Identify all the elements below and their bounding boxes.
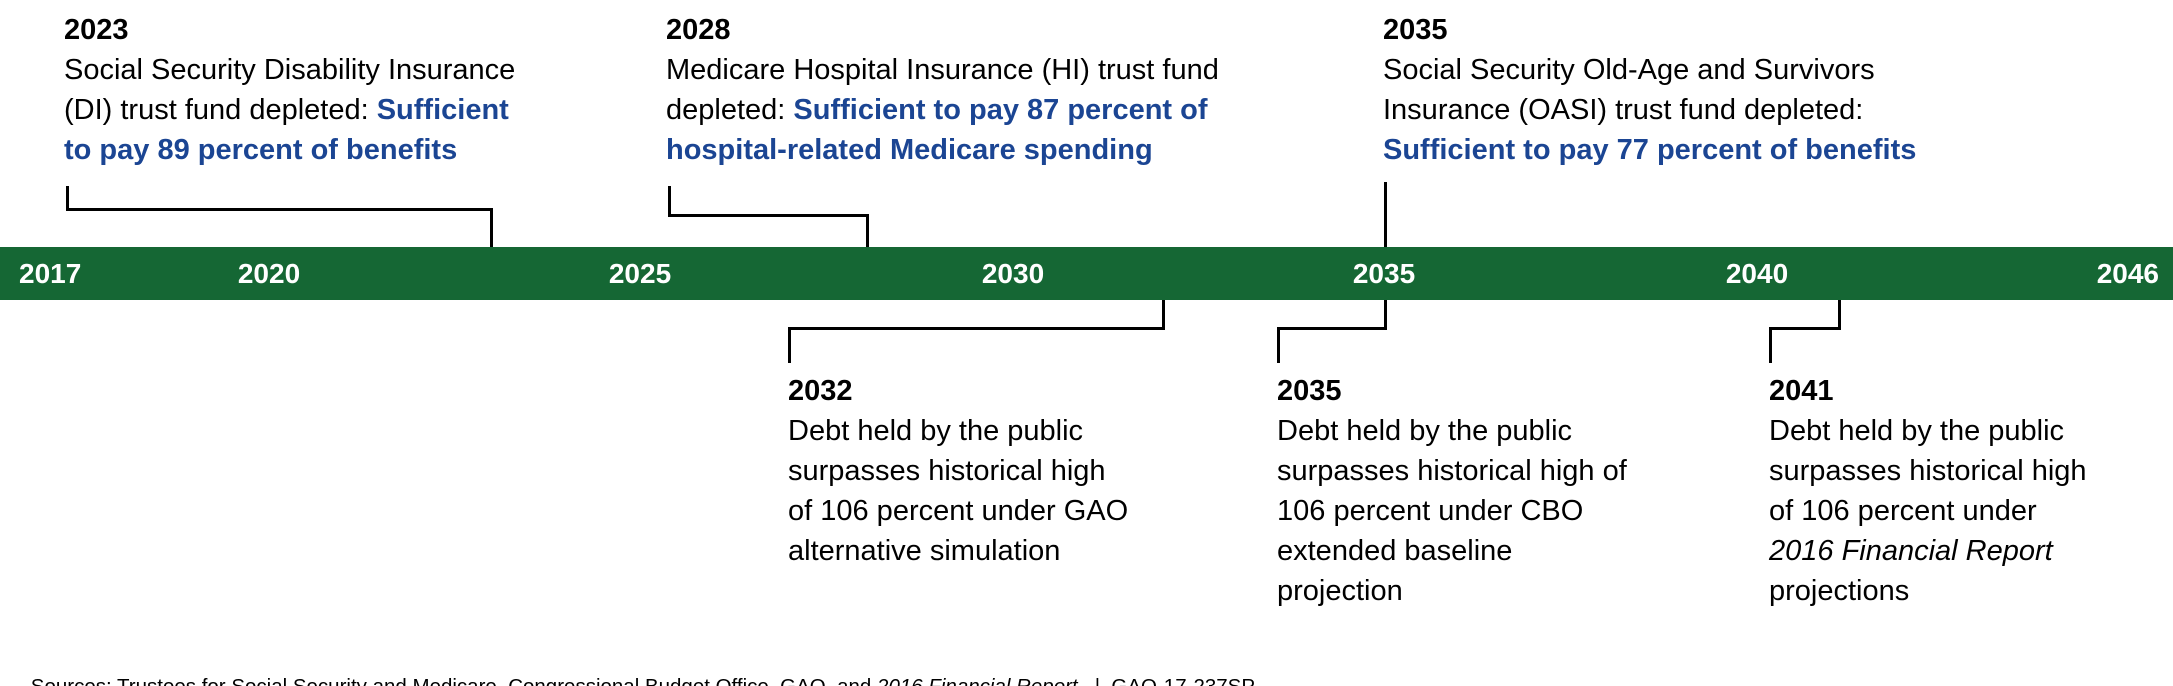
event-text-segment: Debt held by the public	[1277, 415, 1573, 447]
event-2023-di-trust-fund: 2023 Social Security Disability Insurance…	[64, 10, 515, 170]
event-text-segment: Sufficient to pay 77 percent of benefits	[1383, 134, 1917, 166]
event-text-line: 106 percent under CBO	[1277, 491, 1627, 531]
year-label-2035: 2035	[1352, 257, 1416, 289]
event-text-line: of 106 percent under GAO	[788, 491, 1128, 531]
event-2032-debt-gao-simulation: 2032 Debt held by the public surpasses his…	[788, 371, 1128, 571]
year-label-2017: 2017	[19, 257, 82, 289]
event-text-line: Social Security Old-Age and Survivors	[1383, 50, 1916, 90]
event-text-segment: extended baseline	[1277, 535, 1513, 567]
event-text-line: Medicare Hospital Insurance (HI) trust f…	[666, 50, 1219, 90]
event-text-line: Debt held by the public	[788, 411, 1128, 451]
event-text-segment: 106 percent under CBO	[1277, 495, 1584, 527]
event-text-line: 2016 Financial Report	[1769, 531, 2087, 571]
event-text-segment: of 106 percent under	[1769, 495, 2037, 527]
event-text-line: extended baseline	[1277, 531, 1627, 571]
event-text-line: to pay 89 percent of benefits	[64, 130, 515, 170]
year-label-2030: 2030	[981, 257, 1045, 289]
event-text-segment: Insurance (OASI) trust fund depleted:	[1383, 94, 1864, 126]
sources-report-title: 2016 Financial Report.	[877, 675, 1083, 686]
event-text-segment: projections	[1769, 575, 1910, 607]
event-text-line: (DI) trust fund depleted: Sufficient	[64, 90, 515, 130]
event-text-segment: surpasses historical high	[1769, 455, 2087, 487]
connector-2035-debt-cbo-projection-seg2	[1277, 327, 1387, 330]
connector-2028-medicare-hi-trust-fund-seg3	[866, 214, 869, 247]
event-2035-oasi-trust-fund: 2035 Social Security Old-Age and Survivor…	[1383, 10, 1916, 170]
event-text-segment: depleted:	[666, 94, 794, 126]
event-text-line: projection	[1277, 571, 1627, 611]
year-label-2025: 2025	[608, 257, 672, 289]
event-text-segment: 2016 Financial Report	[1769, 535, 2053, 567]
event-year-2041-debt-financial-report: 2041	[1769, 375, 1834, 407]
event-text-segment: surpasses historical high of	[1277, 455, 1627, 487]
event-text-line: depleted: Sufficient to pay 87 percent o…	[666, 90, 1219, 130]
connector-2028-medicare-hi-trust-fund-seg1	[668, 186, 671, 217]
event-text-segment: Debt held by the public	[1769, 415, 2065, 447]
event-text-segment: to pay 89 percent of benefits	[64, 134, 458, 166]
event-text-segment: (DI) trust fund depleted:	[64, 94, 377, 126]
event-text-segment: Social Security Disability Insurance	[64, 54, 516, 86]
event-year-2035-oasi-trust-fund: 2035	[1383, 14, 1448, 46]
event-text-line: Social Security Disability Insurance	[64, 50, 515, 90]
sources-text: Sources: Trustees for Social Security an…	[31, 675, 877, 686]
connector-2041-debt-financial-report-seg3	[1769, 327, 1772, 363]
event-year-2023-di-trust-fund: 2023	[64, 14, 129, 46]
connector-2035-debt-cbo-projection-seg3	[1277, 327, 1280, 363]
event-text-line: of 106 percent under	[1769, 491, 2087, 531]
event-text-segment: projection	[1277, 575, 1403, 607]
year-label-2046: 2046	[2096, 257, 2159, 289]
connector-2028-medicare-hi-trust-fund-seg2	[668, 214, 869, 217]
event-text-line: Insurance (OASI) trust fund depleted:	[1383, 90, 1916, 130]
event-text-line: hospital-related Medicare spending	[666, 130, 1219, 170]
event-2041-debt-financial-report: 2041 Debt held by the public surpasses his…	[1769, 371, 2087, 611]
connector-2041-debt-financial-report-seg1	[1838, 300, 1841, 330]
event-year-2035-debt-cbo-projection: 2035	[1277, 375, 1342, 407]
connector-2032-debt-gao-simulation-seg3	[788, 327, 791, 363]
event-text-segment: surpasses historical high	[788, 455, 1106, 487]
event-year-2032-debt-gao-simulation: 2032	[788, 375, 853, 407]
year-label-2020: 2020	[237, 257, 301, 289]
sources-note: Sources: Trustees for Social Security an…	[8, 648, 1255, 686]
connector-2041-debt-financial-report-seg2	[1769, 327, 1841, 330]
event-2028-medicare-hi-trust-fund: 2028 Medicare Hospital Insurance (HI) tru…	[666, 10, 1219, 170]
sources-report-number: | GAO-17-237SP	[1083, 675, 1255, 686]
event-2035-debt-cbo-projection: 2035 Debt held by the public surpasses his…	[1277, 371, 1627, 611]
connector-2032-debt-gao-simulation-seg1	[1162, 300, 1165, 330]
event-text-line: surpasses historical high	[1769, 451, 2087, 491]
timeline-bar: 2017 2020 2025 2030 2035 2040 2046	[0, 247, 2173, 300]
event-text-segment: Medicare Hospital Insurance (HI) trust f…	[666, 54, 1219, 86]
event-text-line: Sufficient to pay 77 percent of benefits	[1383, 130, 1916, 170]
event-text-line: projections	[1769, 571, 2087, 611]
event-year-2028-medicare-hi-trust-fund: 2028	[666, 14, 731, 46]
event-text-segment: Social Security Old-Age and Survivors	[1383, 54, 1875, 86]
event-text-segment: hospital-related Medicare spending	[666, 134, 1153, 166]
connector-2023-di-trust-fund-seg2	[66, 208, 493, 211]
event-text-segment: of 106 percent under GAO	[788, 495, 1129, 527]
event-text-line: alternative simulation	[788, 531, 1128, 571]
event-text-line: Debt held by the public	[1277, 411, 1627, 451]
connector-2023-di-trust-fund-seg1	[66, 186, 69, 211]
year-label-2040: 2040	[1725, 257, 1789, 289]
event-text-segment: alternative simulation	[788, 535, 1061, 567]
event-text-line: surpasses historical high of	[1277, 451, 1627, 491]
event-text-segment: Debt held by the public	[788, 415, 1084, 447]
connector-2035-oasi-trust-fund-seg1	[1384, 182, 1387, 247]
connector-2023-di-trust-fund-seg3	[490, 208, 493, 247]
event-text-segment: Sufficient to pay 87 percent of	[793, 94, 1208, 126]
connector-2035-debt-cbo-projection-seg1	[1384, 300, 1387, 330]
connector-2032-debt-gao-simulation-seg2	[788, 327, 1165, 330]
event-text-segment: Sufficient	[376, 94, 509, 126]
event-text-line: surpasses historical high	[788, 451, 1128, 491]
event-text-line: Debt held by the public	[1769, 411, 2087, 451]
